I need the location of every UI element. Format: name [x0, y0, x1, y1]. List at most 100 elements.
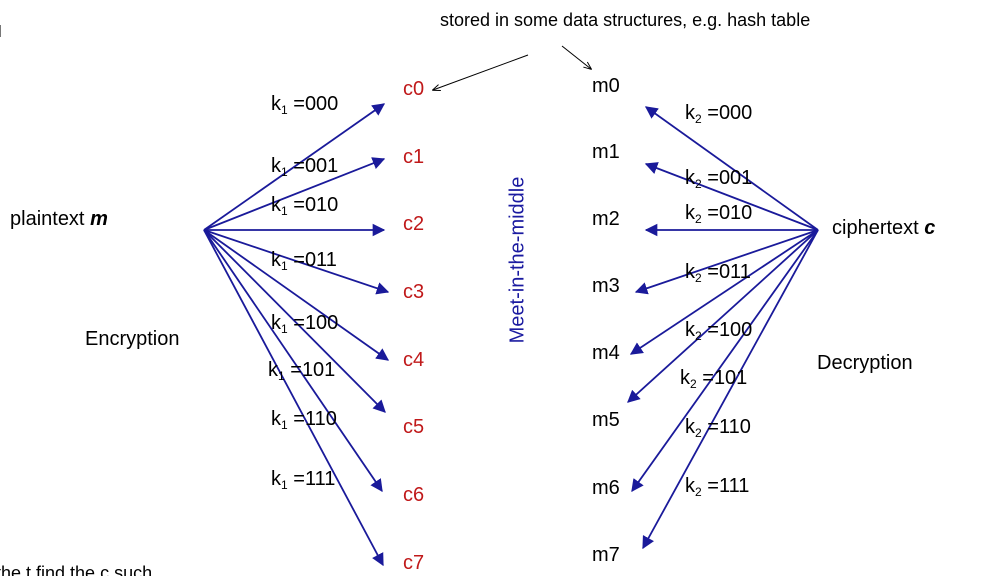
k2-equals: = — [701, 202, 719, 224]
k1-equals: = — [287, 155, 305, 177]
k1-symbol: k — [271, 312, 281, 334]
k1-label-1: k1 =001 — [271, 154, 338, 178]
k1-symbol: k — [271, 468, 281, 490]
k1-label-2: k1 =010 — [271, 193, 338, 217]
k1-subscript: 1 — [281, 165, 288, 179]
meet-in-the-middle-label: Meet-in-the-middle — [506, 176, 529, 344]
k2-subscript: 2 — [695, 177, 702, 191]
k1-symbol: k — [268, 359, 278, 381]
k1-subscript: 1 — [281, 418, 288, 432]
k1-value-1: 001 — [304, 155, 339, 177]
k1-value-5: 101 — [301, 359, 336, 381]
k2-equals: = — [696, 367, 714, 389]
m-node-6: m6 — [592, 477, 620, 499]
k2-label-7: k2 =111 — [685, 474, 749, 498]
ciphertext-var: c — [924, 217, 936, 239]
k2-value-7: 111 — [718, 475, 750, 497]
k2-label-3: k2 =011 — [685, 260, 751, 284]
k1-equals: = — [287, 468, 305, 490]
k2-value-3: 011 — [718, 261, 751, 283]
c-node-1: c1 — [403, 146, 425, 168]
k1-subscript: 1 — [281, 259, 288, 273]
k1-equals: = — [287, 194, 305, 216]
k2-equals: = — [701, 261, 719, 283]
plaintext-text: plaintext — [10, 208, 91, 230]
m-node-0: m0 — [592, 75, 620, 97]
m-node-5: m5 — [592, 409, 620, 431]
c-node-0: c0 — [403, 78, 425, 100]
k2-subscript: 2 — [695, 485, 702, 499]
decryption-label: Decryption — [817, 352, 913, 374]
k1-value-7: 111 — [304, 468, 336, 490]
k1-symbol: k — [271, 194, 281, 216]
m-node-2: m2 — [592, 208, 620, 230]
corner-mark — [0, 25, 5, 37]
encryption-label: Encryption — [85, 328, 180, 350]
encrypt-arrow-4 — [203, 229, 390, 361]
c-node-7: c7 — [403, 552, 425, 574]
k1-subscript: 1 — [278, 369, 285, 383]
k1-value-6: 110 — [304, 408, 337, 430]
k1-value-2: 010 — [304, 194, 339, 216]
decrypt-arrow-4 — [629, 229, 819, 355]
plaintext-var: m — [90, 208, 108, 230]
encrypt-arrow-3 — [203, 229, 390, 295]
m-node-1: m1 — [592, 141, 620, 163]
k2-symbol: k — [680, 367, 690, 389]
k2-value-6: 110 — [718, 416, 751, 438]
k2-subscript: 2 — [695, 426, 702, 440]
k2-label-4: k2 =100 — [685, 318, 752, 342]
k1-label-7: k1 =111 — [271, 467, 335, 491]
k2-value-0: 000 — [718, 102, 753, 124]
k1-label-6: k1 =110 — [271, 407, 337, 431]
decrypt-arrow-0 — [644, 106, 819, 231]
c-node-2: c2 — [403, 213, 425, 235]
decrypt-arrow-1 — [644, 162, 819, 231]
k2-subscript: 2 — [690, 377, 697, 391]
note-arrow-to-m0 — [561, 45, 591, 69]
k2-equals: = — [701, 475, 719, 497]
k1-symbol: k — [271, 408, 281, 430]
c-node-4: c4 — [403, 349, 425, 371]
k1-label-4: k1 =100 — [271, 311, 338, 335]
k2-symbol: k — [685, 202, 695, 224]
k2-symbol: k — [685, 261, 695, 283]
decrypt-arrow-6 — [631, 229, 819, 493]
k2-subscript: 2 — [695, 271, 702, 285]
k2-equals: = — [701, 319, 719, 341]
c-node-6: c6 — [403, 484, 425, 506]
decrypt-arrow-7 — [642, 229, 819, 550]
m-node-4: m4 — [592, 342, 620, 364]
decrypt-arrow-5 — [627, 229, 819, 403]
k1-value-3: 011 — [304, 249, 337, 271]
k2-value-4: 100 — [718, 319, 753, 341]
k2-equals: = — [701, 102, 719, 124]
k1-subscript: 1 — [281, 204, 288, 218]
decrypt-arrow-3 — [634, 229, 819, 295]
k2-subscript: 2 — [695, 212, 702, 226]
ciphertext-label: ciphertext c — [832, 216, 935, 240]
k2-subscript: 2 — [695, 112, 702, 126]
k1-subscript: 1 — [281, 478, 288, 492]
k1-equals: = — [287, 408, 305, 430]
k2-symbol: k — [685, 416, 695, 438]
plaintext-label: plaintext m — [10, 207, 108, 231]
m-node-7: m7 — [592, 544, 620, 566]
k1-equals: = — [287, 249, 305, 271]
k2-value-1: 001 — [718, 167, 753, 189]
k1-subscript: 1 — [281, 322, 288, 336]
m-node-3: m3 — [592, 275, 620, 297]
k2-label-6: k2 =110 — [685, 415, 751, 439]
encrypt-arrow-6 — [203, 229, 383, 493]
k2-value-2: 010 — [718, 202, 753, 224]
k1-equals: = — [287, 312, 305, 334]
ciphertext-text: ciphertext — [832, 217, 925, 239]
k1-subscript: 1 — [281, 103, 288, 117]
note-arrow-to-c0 — [433, 54, 529, 90]
k1-label-5: k1 =101 — [268, 358, 335, 382]
k2-symbol: k — [685, 102, 695, 124]
k1-value-4: 100 — [304, 312, 339, 334]
k2-symbol: k — [685, 475, 695, 497]
